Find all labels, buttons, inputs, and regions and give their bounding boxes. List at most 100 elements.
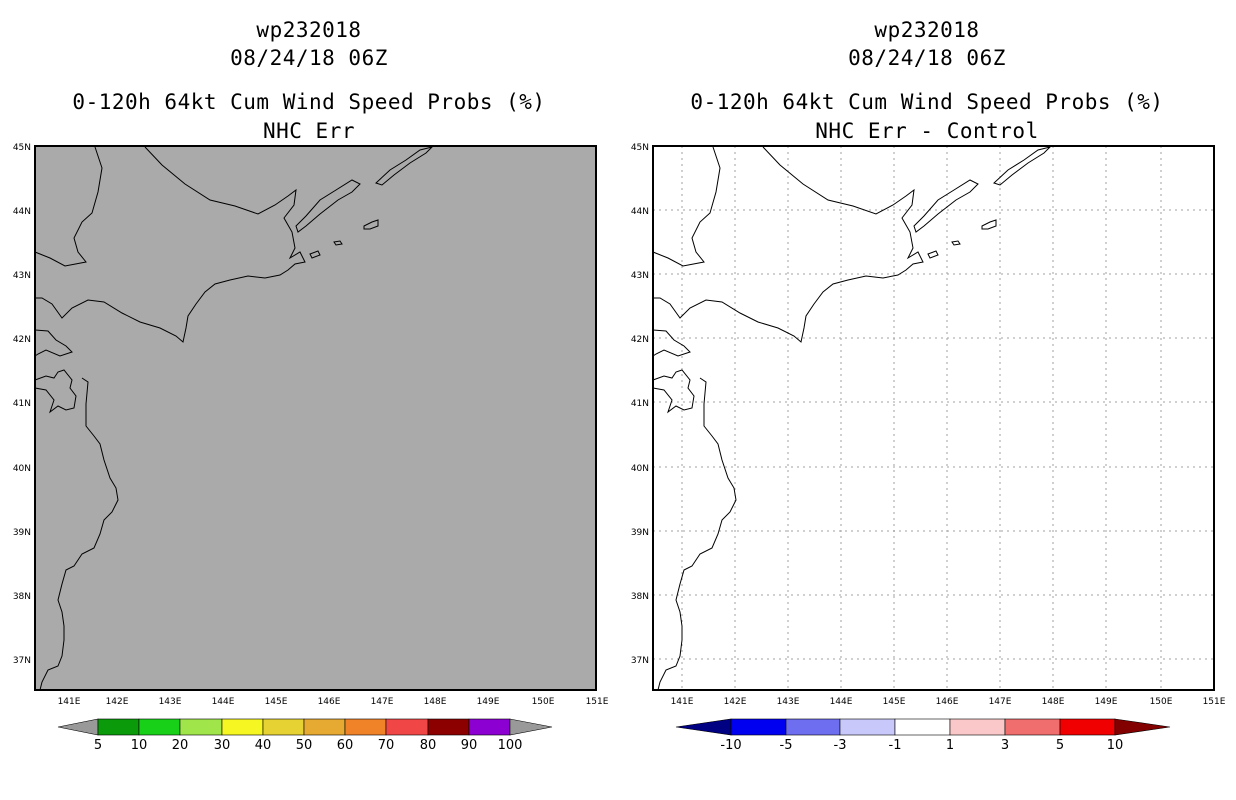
lon-label: 146E xyxy=(318,697,341,707)
colorbar-label: 5 xyxy=(1056,738,1064,753)
colorbar-swatch xyxy=(138,718,181,736)
lat-label: 41N xyxy=(13,399,31,409)
colorbar-label: 50 xyxy=(296,738,313,753)
difference-colorbar xyxy=(675,718,1171,736)
colorbar-label: -1 xyxy=(889,738,902,753)
colorbar-swatch xyxy=(427,718,470,736)
colorbar-label: -5 xyxy=(780,738,793,753)
storm-id-title: wp232018 xyxy=(256,18,362,42)
lat-label: 37N xyxy=(631,656,649,666)
colorbar-swatch xyxy=(97,718,140,736)
colorbar-label: 1 xyxy=(946,738,954,753)
colorbar-swatch xyxy=(949,718,1006,736)
map-background xyxy=(653,146,1214,690)
lon-label: 151E xyxy=(586,697,609,707)
lon-label: 141E xyxy=(58,697,81,707)
colorbar-labels: 5 10 20 30 40 50 60 70 80 90 100 xyxy=(94,738,523,753)
lon-label: 148E xyxy=(1042,697,1065,707)
colorbar-swatch xyxy=(468,718,511,736)
colorbar-label: 10 xyxy=(131,738,148,753)
lat-label: 45N xyxy=(13,143,31,153)
lon-label: 146E xyxy=(936,697,959,707)
colorbar-swatch xyxy=(179,718,223,736)
lat-label: 41N xyxy=(631,399,649,409)
lat-label: 37N xyxy=(13,656,31,666)
datetime-title: 08/24/18 06Z xyxy=(230,46,388,70)
map-background xyxy=(35,146,596,690)
colorbar-label: 100 xyxy=(498,738,523,753)
colorbar-label: 70 xyxy=(378,738,395,753)
colorbar-arrow-high xyxy=(509,718,553,736)
colorbar-swatch xyxy=(730,718,787,736)
colorbar-swatch xyxy=(785,718,841,736)
lon-label: 141E xyxy=(671,697,694,707)
lat-label: 40N xyxy=(13,464,31,474)
lat-label: 44N xyxy=(13,207,31,217)
lat-label: 38N xyxy=(13,592,31,602)
colorbar-swatch xyxy=(1059,718,1116,736)
lon-label: 144E xyxy=(830,697,853,707)
lon-label: 143E xyxy=(777,697,800,707)
lat-label: 39N xyxy=(13,528,31,538)
left-map-svg: 141E 142E 143E 144E 145E 146E 147E 148E … xyxy=(13,143,609,753)
colorbar-swatch xyxy=(221,718,264,736)
lon-axis-labels: 141E 142E 143E 144E 145E 146E 147E 148E … xyxy=(58,697,609,707)
lon-label: 142E xyxy=(724,697,747,707)
lon-label: 151E xyxy=(1203,697,1226,707)
colorbar-arrow-low xyxy=(57,718,99,736)
probability-colorbar xyxy=(57,718,553,736)
product-title: 0-120h 64kt Cum Wind Speed Probs (%) xyxy=(690,90,1164,114)
lon-label: 145E xyxy=(265,697,288,707)
lat-axis-labels: 37N 38N 39N 40N 41N 42N 43N 44N 45N xyxy=(631,143,649,666)
left-map-panel: wp232018 08/24/18 06Z 0-120h 64kt Cum Wi… xyxy=(13,18,609,753)
colorbar-label: 40 xyxy=(255,738,272,753)
lat-label: 42N xyxy=(13,335,31,345)
colorbar-label: 5 xyxy=(94,738,102,753)
colorbar-label: 80 xyxy=(420,738,437,753)
datetime-title: 08/24/18 06Z xyxy=(848,46,1006,70)
lat-label: 44N xyxy=(631,207,649,217)
lat-label: 45N xyxy=(631,143,649,153)
colorbar-swatch xyxy=(839,718,896,736)
lat-label: 43N xyxy=(13,271,31,281)
colorbar-labels: -10 -5 -3 -1 1 3 5 10 xyxy=(720,738,1123,753)
lat-label: 43N xyxy=(631,271,649,281)
colorbar-label: 30 xyxy=(214,738,231,753)
colorbar-label: 60 xyxy=(337,738,354,753)
lon-label: 147E xyxy=(989,697,1012,707)
map-frame xyxy=(34,145,597,691)
colorbar-label: -10 xyxy=(720,738,741,753)
lon-label: 149E xyxy=(1095,697,1118,707)
colorbar-swatch xyxy=(894,718,951,736)
right-map-svg: 141E 142E 143E 144E 145E 146E 147E 148E … xyxy=(631,143,1226,753)
colorbar-label: 90 xyxy=(461,738,478,753)
product-title: 0-120h 64kt Cum Wind Speed Probs (%) xyxy=(72,90,546,114)
colorbar-swatch xyxy=(385,718,429,736)
lat-label: 39N xyxy=(631,528,649,538)
lon-label: 143E xyxy=(159,697,182,707)
lon-label: 144E xyxy=(212,697,235,707)
lon-label: 142E xyxy=(106,697,129,707)
colorbar-swatch xyxy=(303,718,346,736)
lon-axis-labels: 141E 142E 143E 144E 145E 146E 147E 148E … xyxy=(671,697,1226,707)
lon-label: 150E xyxy=(532,697,555,707)
lon-label: 150E xyxy=(1150,697,1173,707)
colorbar-label: 3 xyxy=(1001,738,1009,753)
storm-id-title: wp232018 xyxy=(874,18,980,42)
colorbar-label: 20 xyxy=(172,738,189,753)
lat-label: 40N xyxy=(631,464,649,474)
lon-label: 148E xyxy=(424,697,447,707)
right-map-panel: wp232018 08/24/18 06Z 0-120h 64kt Cum Wi… xyxy=(618,0,1236,800)
panel-subtitle: NHC Err - Control xyxy=(815,119,1039,143)
colorbar-swatch xyxy=(1004,718,1061,736)
lat-label: 38N xyxy=(631,592,649,602)
panel-subtitle: NHC Err xyxy=(262,119,355,143)
lat-label: 42N xyxy=(631,335,649,345)
colorbar-swatch xyxy=(344,718,387,736)
lon-label: 149E xyxy=(477,697,500,707)
lon-label: 147E xyxy=(371,697,394,707)
colorbar-arrow-high xyxy=(1114,718,1171,736)
lat-lon-gridlines xyxy=(653,146,1214,690)
lon-label: 145E xyxy=(883,697,906,707)
colorbar-label: -3 xyxy=(834,738,847,753)
